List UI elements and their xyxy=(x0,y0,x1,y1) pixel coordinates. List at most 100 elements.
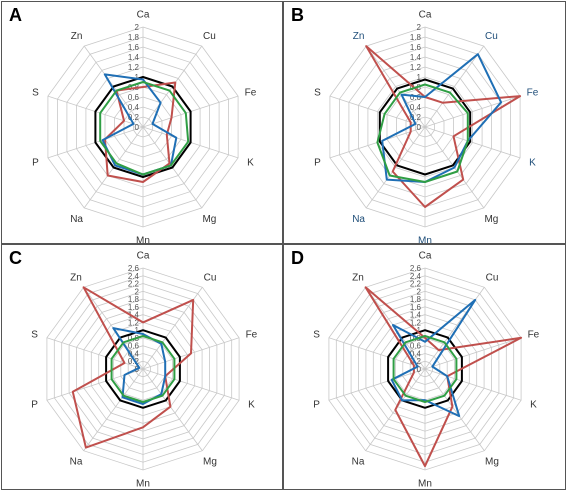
panel-letter-c: C xyxy=(9,248,22,268)
series-line-red xyxy=(104,81,177,183)
axis-label-fe: Fe xyxy=(245,88,257,99)
series-line-black xyxy=(387,329,463,409)
axis-label-k: K xyxy=(530,400,537,411)
axis-label-mg: Mg xyxy=(485,457,499,468)
axis-label-p: P xyxy=(32,157,39,168)
axis-label-s: S xyxy=(313,329,320,340)
axis-label-na: Na xyxy=(70,457,83,468)
axis-label-cu: Cu xyxy=(485,31,498,42)
series-line-green xyxy=(110,335,176,403)
grid-spoke xyxy=(424,368,485,451)
tick-label: 1.8 xyxy=(410,295,422,304)
grid-spoke xyxy=(46,337,144,370)
chart-panel-a: 0 0.2 0.4 0.6 0.8 1 1.2 1.4 1.6 1.8 2 Ca Cu Fe K Mg Mn Na… xyxy=(1,1,283,244)
tick-label: 0.4 xyxy=(128,349,140,358)
series-line-blue xyxy=(112,327,167,405)
axis-label-zn: Zn xyxy=(71,31,83,42)
axis-label-p: P xyxy=(31,400,38,411)
axis-label-k: K xyxy=(529,157,536,168)
tick-label: 1.4 xyxy=(128,311,140,320)
grid-spoke xyxy=(142,368,203,451)
tick-label: 1.6 xyxy=(128,43,140,52)
grid-spoke xyxy=(365,45,426,128)
axis-label-na: Na xyxy=(352,457,365,468)
axis-label-mn: Mn xyxy=(136,479,150,490)
axis-label-fe: Fe xyxy=(246,329,258,340)
grid-spoke xyxy=(424,368,522,401)
axis-label-na: Na xyxy=(352,214,365,225)
tick-label: 1.6 xyxy=(410,43,422,52)
chart-panel-b: 0 0.2 0.4 0.6 0.8 1 1.2 1.4 1.6 1.8 2 Ca Cu Fe K Mg Mn Na… xyxy=(283,1,566,244)
grid-spoke xyxy=(424,337,522,370)
tick-label: 1.4 xyxy=(410,53,422,62)
grid-spoke xyxy=(328,368,426,401)
grid-spoke xyxy=(142,368,240,401)
axis-label-mn: Mn xyxy=(418,236,432,244)
axis-label-mg: Mg xyxy=(203,457,217,468)
tick-label: 1.6 xyxy=(128,303,140,312)
series-line-red xyxy=(365,45,522,208)
axis-label-ca: Ca xyxy=(419,251,432,262)
panel-letter-b: B xyxy=(291,5,304,25)
grid-spoke xyxy=(424,95,521,128)
tick-label: 0.6 xyxy=(410,93,422,102)
tick-label: 2.4 xyxy=(128,272,140,281)
tick-label: 2.2 xyxy=(410,280,422,289)
tick-label: 2.2 xyxy=(128,280,140,289)
axis-label-ca: Ca xyxy=(419,10,432,21)
tick-label: 2.6 xyxy=(410,264,422,273)
tick-label: 0.2 xyxy=(128,357,140,366)
axis-label-s: S xyxy=(314,88,321,99)
axis-label-k: K xyxy=(247,157,254,168)
axis-label-ca: Ca xyxy=(137,251,150,262)
series-line-black xyxy=(378,78,472,176)
axis-label-k: K xyxy=(248,400,255,411)
tick-label: 1.2 xyxy=(128,63,140,72)
series-line-black xyxy=(94,76,192,178)
axis-label-zn: Zn xyxy=(352,272,364,283)
tick-label: 2 xyxy=(135,23,140,32)
axis-label-mn: Mn xyxy=(418,479,432,490)
axis-label-mg: Mg xyxy=(484,214,498,225)
axis-label-p: P xyxy=(314,157,321,168)
panel-letter-d: D xyxy=(291,248,304,268)
axis-label-fe: Fe xyxy=(527,88,539,99)
tick-label: 2 xyxy=(417,287,422,296)
tick-label: 1.6 xyxy=(410,303,422,312)
tick-label: 0.4 xyxy=(410,103,422,112)
axis-label-p: P xyxy=(313,400,320,411)
tick-label: 2.6 xyxy=(128,264,140,273)
tick-label: 0.6 xyxy=(128,342,140,351)
tick-label: 0.2 xyxy=(410,113,422,122)
tick-label: 1.4 xyxy=(128,53,140,62)
axis-label-zn: Zn xyxy=(70,272,82,283)
tick-label: 0 xyxy=(135,123,140,132)
tick-label: 1.8 xyxy=(128,295,140,304)
tick-label: 0 xyxy=(417,123,422,132)
radar-chart-c: 00.20.40.60.811.21.41.61.822.22.42.6CaCu… xyxy=(31,251,258,490)
tick-label: 1 xyxy=(417,73,422,82)
tick-label: 0.2 xyxy=(128,113,140,122)
series-line-red xyxy=(71,286,195,449)
tick-label: 1 xyxy=(417,326,422,335)
grid-spoke xyxy=(424,126,521,159)
tick-label: 0.6 xyxy=(410,342,422,351)
tick-label: 0.4 xyxy=(410,349,422,358)
axis-label-cu: Cu xyxy=(204,272,217,283)
tick-label: 1.8 xyxy=(410,33,422,42)
radar-chart-d: 00.20.40.60.811.21.41.61.822.22.42.6CaCu… xyxy=(313,251,540,490)
tick-label: 1.2 xyxy=(410,318,422,327)
axis-label-s: S xyxy=(31,329,38,340)
tick-label: 2 xyxy=(135,287,140,296)
series-line-green xyxy=(376,83,469,183)
radar-chart-a: 00.20.40.60.811.21.41.61.82CaCuFeKMgMnNa… xyxy=(32,10,257,244)
grid-spoke xyxy=(424,45,485,128)
tick-label: 1 xyxy=(135,73,140,82)
axis-label-fe: Fe xyxy=(528,329,540,340)
axis-label-mn: Mn xyxy=(136,236,150,244)
tick-label: 2.4 xyxy=(410,272,422,281)
tick-label: 1.2 xyxy=(410,63,422,72)
axis-label-mg: Mg xyxy=(202,214,216,225)
series-line-red xyxy=(364,286,523,468)
tick-label: 1.4 xyxy=(410,311,422,320)
